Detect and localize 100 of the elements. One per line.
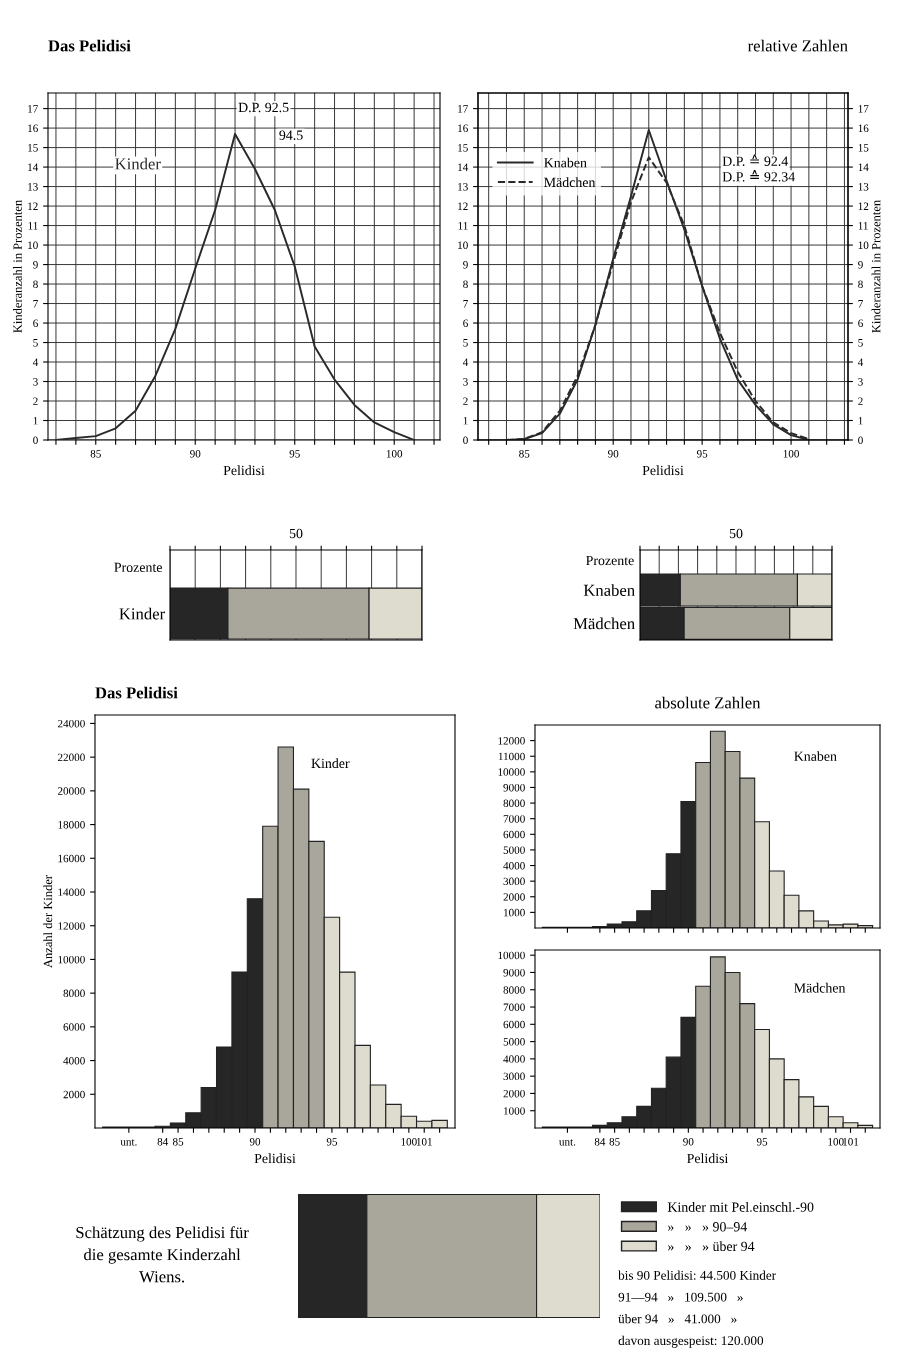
y-tick-label: 10 (28, 241, 38, 250)
y-tick-label: 4000 (63, 1057, 85, 1065)
y-tick-label: 6000 (503, 1020, 525, 1029)
y-tick-label: 9000 (503, 968, 525, 977)
y-tick-label: 12 (458, 202, 468, 210)
legend-label: » » » über 94 (667, 1241, 755, 1252)
y2-tick-label: 16 (858, 124, 869, 133)
x-tick-label: 95 (289, 450, 300, 458)
y-tick-label: 3000 (503, 877, 525, 886)
y-tick-label: 10000 (58, 955, 85, 964)
y2-tick-label: 6 (858, 319, 863, 327)
y-tick-label: 10 (458, 241, 468, 250)
y2-tick-label: 4 (857, 358, 864, 366)
y-tick-label: 1 (33, 417, 38, 425)
x-tick-label: 101 (843, 1138, 859, 1146)
y-tick-label: 2 (463, 397, 468, 405)
y-tick-label: 9 (463, 261, 468, 269)
y-tick-label: 7 (463, 300, 468, 308)
y-tick-label: 13 (28, 183, 38, 191)
y-tick-label: 7000 (503, 815, 525, 823)
annotation: Kinder (311, 758, 350, 769)
y-tick-label: 6000 (503, 830, 525, 839)
x-tick-label: 101 (416, 1138, 432, 1146)
y-tick-label: 0 (33, 436, 38, 444)
x-tick-label: 90 (190, 450, 201, 458)
y2-tick-label: 13 (858, 183, 869, 191)
y-tick-label: 6000 (63, 1023, 85, 1031)
x-axis-title: Prozente (586, 555, 634, 566)
y-tick-label: 11000 (498, 752, 525, 761)
y-tick-label: 9000 (503, 783, 525, 792)
y-tick-label: 5000 (503, 1038, 525, 1046)
x-tick-label: 100 (386, 450, 403, 458)
y-tick-label: 14 (458, 163, 469, 171)
y-axis-title: Kinderanzahl in Prozenten (13, 200, 22, 333)
x-tick-label: 100 (401, 1138, 417, 1146)
annotation: Mädchen (794, 982, 846, 993)
x-tick-label: 100 (828, 1138, 844, 1146)
y-tick-label: 12000 (58, 922, 85, 930)
x-tick-label: 50 (289, 528, 303, 539)
y-tick-label: 9 (33, 261, 38, 269)
annotation: D.P. ≙ 92.34 (722, 170, 795, 182)
y2-tick-label: 1 (858, 417, 863, 425)
y-tick-label: 2000 (503, 893, 525, 901)
x-tick-label: 85 (609, 1138, 620, 1146)
legend-label: » » » 90–94 (667, 1222, 748, 1232)
text: über 94 » 41.000 » (618, 1314, 737, 1324)
y2-tick-label: 15 (858, 144, 869, 152)
y-tick-label: 3000 (503, 1072, 525, 1081)
x-tick-label: 95 (756, 1138, 768, 1146)
chart-title: Das Pelidisi (95, 686, 178, 699)
x-tick-label: 95 (696, 450, 708, 458)
y-tick-label: 7 (33, 300, 38, 308)
y2-tick-label: 8 (858, 280, 863, 289)
y-tick-label: 5 (463, 339, 468, 347)
x-tick-label: 84 (157, 1138, 169, 1146)
x-tick-label: 50 (729, 528, 743, 539)
y-tick-label: 10000 (498, 768, 525, 776)
annotation: Knaben (794, 751, 837, 761)
text: Schätzung des Pelidisi für die gesamte Kinderzahl Wiens. (76, 1226, 249, 1283)
x-tick-label: unt. (559, 1139, 576, 1146)
y2-tick-label: 2 (858, 397, 863, 405)
legend-label: Knaben (544, 157, 587, 168)
y2-tick-label: 9 (858, 261, 863, 269)
y-tick-label: 5000 (503, 846, 525, 854)
y2-tick-label: 0 (858, 436, 863, 444)
text: 91—94 » 109.500 » (618, 1292, 743, 1302)
y-tick-label: 12000 (498, 737, 525, 745)
y-tick-label: 8 (33, 280, 38, 289)
y-tick-label: 6 (463, 319, 468, 327)
text: bis 90 Pelidisi: 44.500 Kinder (618, 1270, 776, 1280)
y-tick-label: 2000 (63, 1090, 85, 1099)
y2-tick-label: 14 (858, 163, 869, 171)
chart-title: absolute Zahlen (655, 696, 761, 709)
y2-tick-label: 7 (858, 300, 863, 308)
y-tick-label: 16 (458, 124, 468, 133)
x-tick-label: 90 (683, 1138, 694, 1146)
y2-axis-title: Kinderanzahl in Prozenten (871, 200, 881, 333)
y-tick-label: 2 (33, 397, 38, 405)
y-tick-label: 4000 (503, 862, 525, 870)
x-tick-label: 84 (594, 1138, 606, 1146)
y-tick-label: 13 (458, 183, 468, 191)
y-tick-label: 3 (463, 378, 468, 386)
y-tick-label: 14 (28, 163, 39, 171)
x-tick-label: 90 (249, 1138, 261, 1146)
y2-tick-label: 3 (858, 378, 863, 386)
y-tick-label: 24000 (57, 719, 85, 728)
y-tick-label: 18000 (58, 821, 85, 829)
y-axis-title: Anzahl der Kinder (43, 875, 53, 968)
y-tick-label: 16 (28, 124, 38, 133)
y-tick-label: 1000 (504, 908, 525, 917)
x-tick-label: 95 (326, 1138, 338, 1146)
legend-label: Mädchen (544, 177, 596, 188)
text: davon ausgespeist: 120.000 (618, 1335, 764, 1348)
y2-tick-label: 17 (858, 105, 869, 113)
legend-label: Kinder mit Pel.einschl.-90 (667, 1202, 814, 1212)
x-axis-title: Pelidisi (223, 465, 265, 476)
x-tick-label: 85 (519, 450, 530, 458)
y-tick-label: 10000 (498, 951, 525, 960)
y2-tick-label: 11 (858, 222, 868, 230)
y-tick-label: 22000 (57, 753, 85, 762)
